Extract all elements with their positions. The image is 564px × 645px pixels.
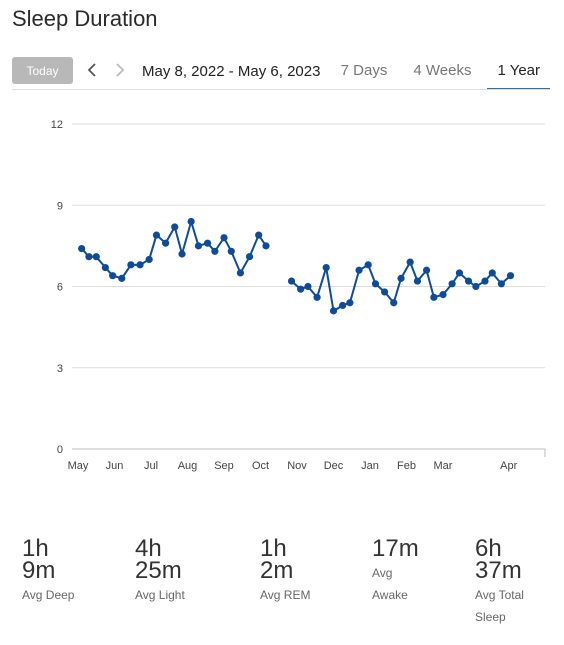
stat-avg-rem: 1h 2m Avg REM — [260, 535, 311, 606]
data-point — [397, 274, 405, 282]
stat-value: 1h 2m — [260, 535, 294, 584]
stat-label: Avg Total Sleep — [475, 588, 524, 624]
x-tick-label: Apr — [500, 460, 517, 472]
data-point — [481, 277, 489, 285]
chevron-right-icon[interactable] — [110, 58, 130, 82]
data-point — [364, 261, 372, 269]
stat-avg-deep: 1h 9m Avg Deep — [22, 535, 75, 606]
data-point — [371, 280, 380, 288]
data-point — [109, 272, 117, 280]
data-point — [381, 288, 389, 296]
data-point — [255, 231, 263, 239]
stat-avg-total-sleep: 6h 37m Avg Total Sleep — [475, 535, 524, 628]
x-tick-label: Oct — [252, 460, 269, 472]
x-tick-label: Jul — [144, 460, 158, 472]
toolbar: Today May 8, 2022 - May 6, 2023 7 Days 4… — [12, 56, 550, 90]
data-point — [194, 242, 203, 250]
range-tabs: 7 Days 4 Weeks 1 Year — [325, 56, 550, 90]
data-point — [464, 277, 473, 285]
x-tick-label: Nov — [287, 460, 307, 472]
stat-label: Avg Deep — [22, 588, 75, 602]
tab-1-year[interactable]: 1 Year — [487, 56, 550, 90]
x-tick-label: Jan — [361, 460, 379, 472]
chevron-left-icon[interactable] — [82, 58, 102, 82]
x-tick-label: May — [68, 460, 89, 472]
data-point — [85, 253, 93, 261]
data-point — [187, 217, 195, 226]
data-point — [497, 280, 505, 288]
today-button[interactable]: Today — [12, 57, 73, 84]
stat-label: Avg Light — [135, 588, 185, 602]
x-tick-label: Feb — [397, 460, 416, 472]
data-point — [178, 250, 186, 258]
y-tick-label: 12 — [51, 119, 63, 131]
y-tick-label: 3 — [57, 363, 63, 375]
data-point — [430, 293, 438, 301]
y-tick-label: 9 — [57, 200, 63, 212]
data-point — [322, 263, 330, 272]
data-point — [220, 234, 228, 242]
data-point — [355, 266, 363, 274]
data-point — [346, 299, 354, 307]
data-point — [506, 272, 515, 280]
tab-4-weeks[interactable]: 4 Weeks — [413, 62, 472, 79]
x-tick-label: Mar — [434, 460, 453, 472]
data-point — [162, 239, 170, 247]
data-point — [313, 293, 321, 301]
stat-avg-awake: 17m Avg Awake — [372, 535, 419, 606]
date-range: May 8, 2022 - May 6, 2023 — [142, 63, 321, 80]
data-point — [422, 266, 431, 274]
data-point — [92, 253, 100, 261]
data-point — [406, 258, 414, 266]
data-point — [227, 247, 235, 255]
data-point — [472, 282, 480, 291]
y-tick-label: 0 — [57, 444, 63, 456]
x-tick-label: Aug — [178, 460, 198, 472]
data-point — [329, 307, 338, 315]
sleep-duration-chart: 0 3 6 9 12 May Jun Jul Aug Sep Oct Nov Dec Jan Feb Mar A… — [51, 119, 546, 472]
data-point — [78, 244, 86, 253]
data-point — [152, 231, 161, 239]
data-point — [245, 253, 254, 261]
data-point — [413, 277, 422, 285]
data-point — [448, 280, 456, 288]
data-point — [127, 261, 135, 269]
data-point — [488, 269, 496, 277]
data-point — [287, 277, 296, 285]
y-tick-label: 6 — [57, 282, 63, 294]
data-point — [390, 299, 398, 307]
x-tick-label: Sep — [214, 460, 234, 472]
data-point — [145, 255, 153, 264]
x-tick-label: Jun — [106, 460, 124, 472]
data-point — [297, 285, 305, 293]
data-point — [304, 282, 312, 291]
data-point — [439, 291, 447, 299]
stat-value: 6h 37m — [475, 535, 522, 584]
stat-value: 17m — [372, 535, 419, 562]
data-point — [211, 247, 219, 255]
tab-7-days[interactable]: 7 Days — [340, 62, 388, 79]
data-point — [455, 269, 464, 277]
toolbar-divider — [12, 89, 550, 90]
data-point — [171, 223, 179, 231]
x-tick-label: Dec — [324, 460, 344, 472]
stat-value: 1h 9m — [22, 535, 56, 584]
data-point — [262, 242, 270, 250]
data-point — [118, 274, 126, 282]
data-point — [236, 269, 245, 277]
data-point — [136, 261, 144, 269]
data-point — [339, 301, 347, 310]
stat-avg-light: 4h 25m Avg Light — [135, 535, 185, 606]
data-point — [203, 239, 212, 247]
stat-label: Avg Awake — [372, 566, 408, 602]
stat-value: 4h 25m — [135, 535, 182, 584]
data-point — [101, 263, 109, 272]
page-title: Sleep Duration — [12, 6, 158, 31]
stat-label: Avg REM — [260, 588, 311, 602]
